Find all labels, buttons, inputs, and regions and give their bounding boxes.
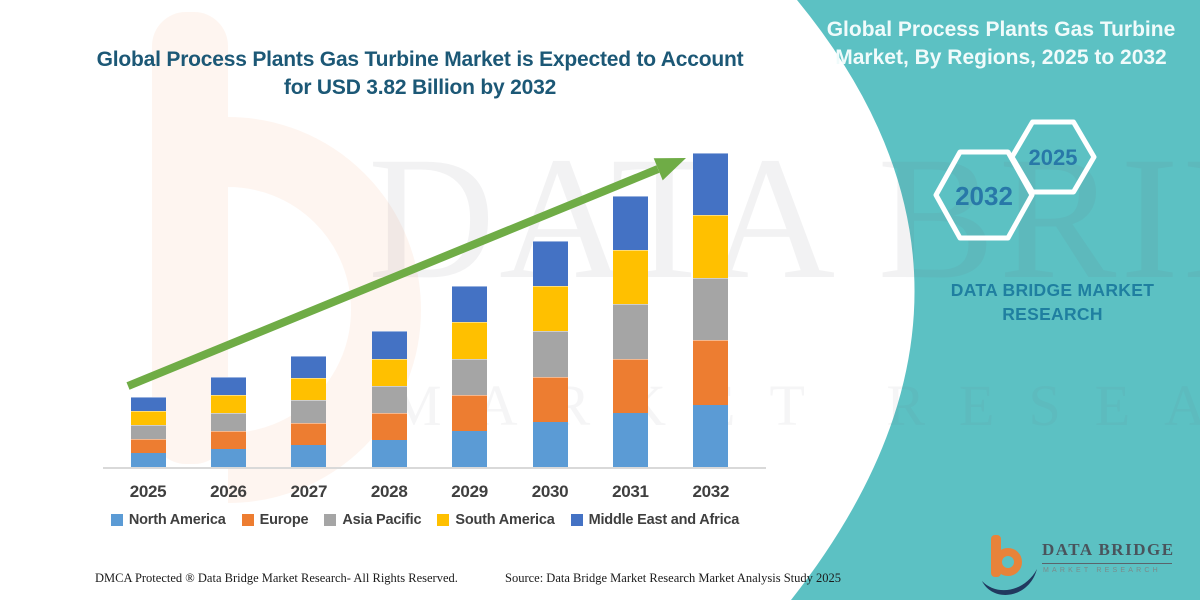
panel-title: Global Process Plants Gas Turbine Market… bbox=[825, 16, 1177, 72]
legend-item-asia-pacific: Asia Pacific bbox=[324, 512, 422, 528]
legend-swatch-icon bbox=[437, 514, 450, 526]
source-text: Source: Data Bridge Market Research Mark… bbox=[505, 571, 842, 585]
legend-swatch-icon bbox=[324, 514, 337, 526]
logo-wordmark: DATA BRIDGE bbox=[1042, 540, 1173, 564]
bar-2028 bbox=[371, 331, 407, 467]
legend-item-europe: Europe bbox=[241, 512, 309, 528]
bar-segment-north-america bbox=[130, 453, 166, 467]
bar-segment-asia-pacific bbox=[693, 277, 729, 341]
bar-segment-north-america bbox=[291, 444, 327, 467]
bar-segment-middle-east-and-africa bbox=[291, 356, 327, 379]
brand-name-text: DATA BRIDGE MARKET RESEARCH bbox=[950, 280, 1155, 324]
legend-label: North America bbox=[128, 512, 226, 528]
bar-segment-north-america bbox=[371, 439, 407, 467]
bar-segment-south-america bbox=[130, 411, 166, 426]
dmca-copyright-text: DMCA Protected ® Data Bridge Market Rese… bbox=[95, 571, 458, 585]
legend-label: Middle East and Africa bbox=[588, 512, 740, 528]
year-label-2032: 2032 bbox=[692, 482, 730, 501]
bar-segment-south-america bbox=[371, 358, 407, 386]
bar-segment-south-america bbox=[693, 215, 729, 278]
bar-segment-middle-east-and-africa bbox=[210, 376, 246, 395]
bar-segment-europe bbox=[532, 376, 568, 422]
legend-item-north-america: North America bbox=[110, 512, 226, 528]
bar-segment-south-america bbox=[291, 378, 327, 401]
x-axis-line bbox=[103, 467, 766, 469]
bar-segment-south-america bbox=[532, 286, 568, 332]
bar-segment-north-america bbox=[210, 448, 246, 467]
year-label-2025: 2025 bbox=[129, 482, 167, 501]
panel-title-line2: Market, By Regions, 2025 to 2032 bbox=[835, 46, 1167, 69]
bar-2029 bbox=[452, 286, 488, 467]
page-title-line1: Global Process Plants Gas Turbine Market… bbox=[96, 48, 744, 71]
legend-swatch-icon bbox=[110, 514, 123, 526]
year-label-2031: 2031 bbox=[612, 482, 649, 501]
bar-segment-europe bbox=[291, 422, 327, 445]
bar-2031 bbox=[612, 195, 648, 467]
bar-segment-europe bbox=[452, 394, 488, 431]
legend-item-middle-east-and-africa: Middle East and Africa bbox=[570, 512, 740, 528]
year-label-2030: 2030 bbox=[531, 482, 569, 501]
bar-segment-europe bbox=[693, 340, 729, 405]
bar-segment-asia-pacific bbox=[210, 412, 246, 431]
legend-swatch-icon bbox=[241, 514, 254, 526]
bar-segment-asia-pacific bbox=[532, 331, 568, 377]
bar-segment-asia-pacific bbox=[452, 358, 488, 395]
bar-segment-europe bbox=[371, 412, 407, 440]
data-bridge-logo: DATA BRIDGE MARKET RESEARCH bbox=[980, 533, 1185, 595]
bar-segment-south-america bbox=[210, 394, 246, 413]
bar-segment-middle-east-and-africa bbox=[612, 195, 648, 250]
bar-segment-south-america bbox=[612, 250, 648, 305]
bar-2027 bbox=[291, 356, 327, 467]
hexagon-year-2032: 2032 bbox=[955, 181, 1013, 211]
panel-title-line1: Global Process Plants Gas Turbine bbox=[826, 18, 1176, 41]
hexagon-year-2025: 2025 bbox=[1028, 145, 1078, 170]
year-label-2026: 2026 bbox=[210, 482, 247, 501]
bar-segment-asia-pacific bbox=[371, 385, 407, 413]
bar-segment-north-america bbox=[532, 421, 568, 467]
legend-item-south-america: South America bbox=[437, 512, 555, 528]
data-bridge-logo-icon bbox=[982, 535, 1037, 595]
bar-segment-north-america bbox=[452, 430, 488, 467]
logo-subtitle: MARKET RESEARCH bbox=[1043, 567, 1161, 574]
page-title: Global Process Plants Gas Turbine Market… bbox=[90, 46, 750, 102]
legend-swatch-icon bbox=[570, 514, 583, 526]
bar-2026 bbox=[210, 376, 246, 467]
bar-segment-middle-east-and-africa bbox=[371, 331, 407, 359]
bar-segment-asia-pacific bbox=[612, 304, 648, 359]
bar-segment-north-america bbox=[612, 412, 648, 467]
legend-label: South America bbox=[455, 512, 555, 528]
bar-2032 bbox=[693, 153, 729, 467]
bar-segment-middle-east-and-africa bbox=[693, 153, 729, 216]
bar-segment-europe bbox=[210, 430, 246, 449]
page-title-line2: for USD 3.82 Billion by 2032 bbox=[283, 76, 557, 99]
bar-segment-middle-east-and-africa bbox=[532, 240, 568, 287]
legend-label: Europe bbox=[259, 512, 309, 528]
year-label-2029: 2029 bbox=[451, 482, 488, 501]
bar-segment-middle-east-and-africa bbox=[130, 397, 166, 412]
legend-label: Asia Pacific bbox=[342, 512, 422, 528]
bar-segment-asia-pacific bbox=[291, 400, 327, 423]
chart-legend: North America Europe Asia Pacific South Ame… bbox=[85, 512, 765, 528]
market-research-watermark-text: MARKET RESEARCH bbox=[390, 373, 1200, 438]
year-label-2028: 2028 bbox=[370, 482, 408, 501]
bar-segment-asia-pacific bbox=[130, 425, 166, 440]
bar-segment-middle-east-and-africa bbox=[452, 286, 488, 323]
bar-segment-north-america bbox=[693, 404, 729, 467]
bar-segment-europe bbox=[130, 439, 166, 454]
bar-2025 bbox=[130, 397, 166, 467]
bar-segment-south-america bbox=[452, 322, 488, 359]
bar-2030 bbox=[532, 240, 568, 467]
bar-segment-europe bbox=[612, 358, 648, 413]
year-label-2027: 2027 bbox=[290, 482, 328, 501]
